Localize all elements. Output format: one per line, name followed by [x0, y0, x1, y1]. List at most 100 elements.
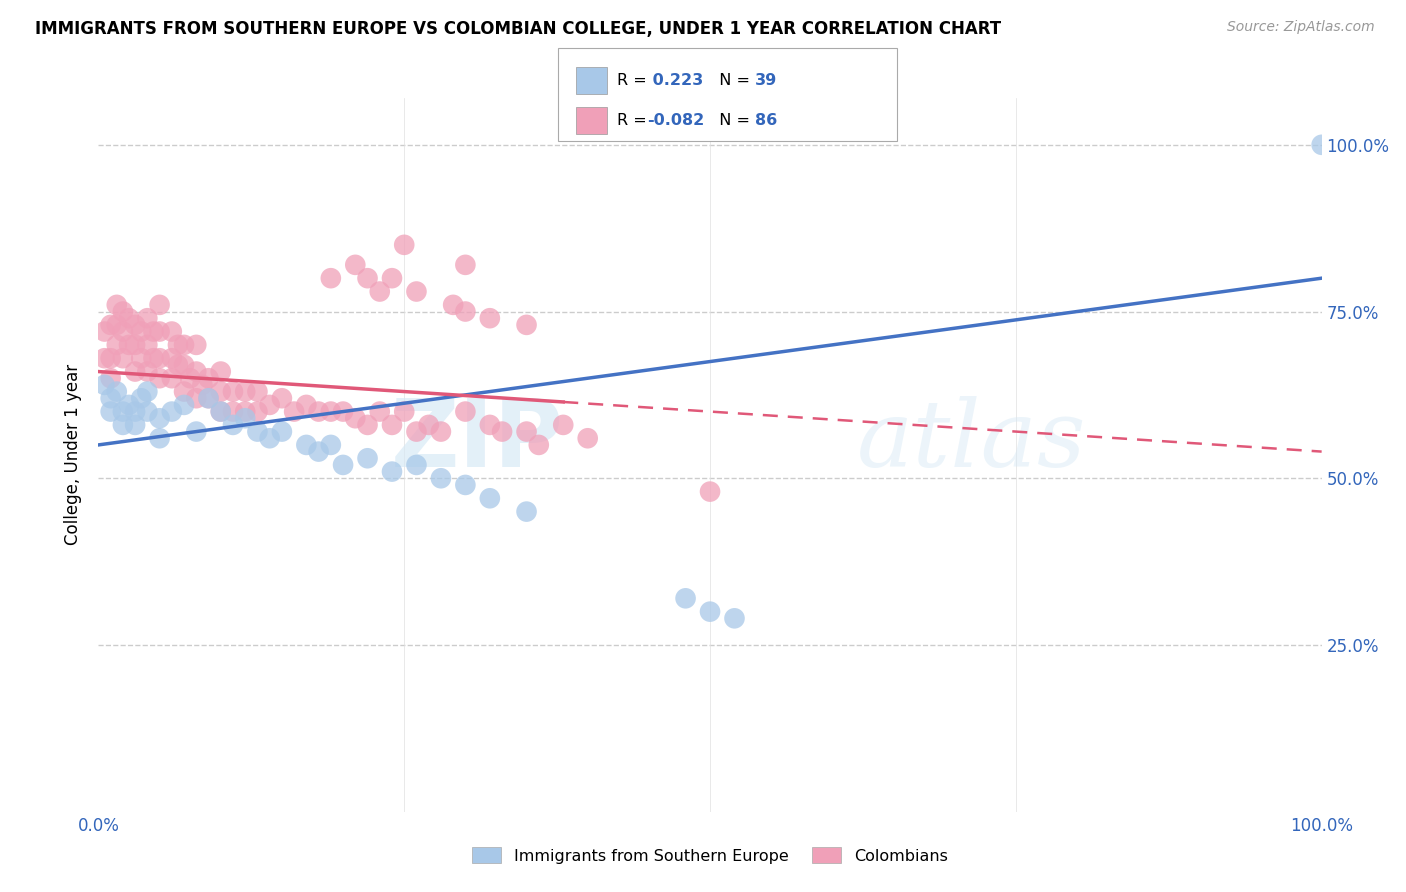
- Point: [392, 237, 416, 252]
- Point: [142, 325, 165, 339]
- Point: [246, 404, 269, 418]
- Point: [105, 338, 128, 352]
- Point: [167, 338, 190, 352]
- Point: [129, 351, 152, 366]
- Point: [124, 365, 146, 379]
- Point: [344, 411, 367, 425]
- Point: [173, 384, 195, 399]
- Point: [295, 398, 318, 412]
- Point: [454, 478, 477, 492]
- Point: [173, 358, 195, 372]
- Point: [246, 384, 269, 399]
- Point: [111, 351, 134, 366]
- Point: [173, 338, 195, 352]
- Point: [332, 404, 354, 418]
- Point: [356, 417, 378, 432]
- Point: [136, 311, 159, 326]
- Point: [405, 285, 427, 299]
- Point: [111, 304, 134, 318]
- Point: [441, 298, 464, 312]
- Point: [105, 318, 128, 332]
- Point: [173, 398, 195, 412]
- Point: [283, 404, 305, 418]
- Point: [1310, 137, 1333, 152]
- Text: 39: 39: [755, 73, 778, 87]
- Point: [149, 298, 172, 312]
- Point: [100, 371, 122, 385]
- Point: [515, 505, 537, 519]
- Point: [100, 351, 122, 366]
- Y-axis label: College, Under 1 year: College, Under 1 year: [65, 364, 83, 546]
- Point: [699, 484, 721, 499]
- Point: [454, 404, 477, 418]
- Point: [319, 438, 342, 452]
- Point: [129, 391, 152, 405]
- Text: -0.082: -0.082: [647, 113, 704, 128]
- Point: [111, 325, 134, 339]
- Point: [100, 391, 122, 405]
- Point: [105, 298, 128, 312]
- Point: [160, 371, 183, 385]
- Point: [246, 425, 269, 439]
- Point: [527, 438, 550, 452]
- Point: [430, 471, 453, 485]
- Point: [430, 425, 453, 439]
- Point: [186, 365, 208, 379]
- Point: [100, 404, 122, 418]
- Point: [149, 411, 172, 425]
- Point: [491, 425, 513, 439]
- Point: [142, 351, 165, 366]
- Point: [319, 404, 342, 418]
- Point: [179, 371, 201, 385]
- Point: [233, 384, 256, 399]
- Point: [149, 371, 172, 385]
- Point: [186, 391, 208, 405]
- Point: [259, 431, 281, 445]
- Point: [124, 417, 146, 432]
- Point: [186, 338, 208, 352]
- Point: [136, 365, 159, 379]
- Point: [699, 605, 721, 619]
- Text: N =: N =: [709, 73, 755, 87]
- Text: 86: 86: [755, 113, 778, 128]
- Point: [167, 358, 190, 372]
- Text: atlas: atlas: [856, 396, 1087, 485]
- Point: [160, 325, 183, 339]
- Point: [478, 491, 501, 506]
- Point: [259, 398, 281, 412]
- Point: [381, 271, 404, 285]
- Point: [186, 425, 208, 439]
- Point: [124, 404, 146, 418]
- Point: [356, 451, 378, 466]
- Point: [160, 404, 183, 418]
- Point: [576, 431, 599, 445]
- Point: [100, 318, 122, 332]
- Point: [368, 285, 391, 299]
- Point: [675, 591, 697, 606]
- Point: [136, 338, 159, 352]
- Point: [105, 384, 128, 399]
- Point: [118, 398, 141, 412]
- Text: R =: R =: [617, 73, 652, 87]
- Point: [392, 404, 416, 418]
- Point: [222, 417, 245, 432]
- Point: [233, 404, 256, 418]
- Text: N =: N =: [709, 113, 755, 128]
- Legend: Immigrants from Southern Europe, Colombians: Immigrants from Southern Europe, Colombi…: [464, 839, 956, 871]
- Point: [515, 425, 537, 439]
- Point: [478, 311, 501, 326]
- Point: [209, 384, 232, 399]
- Point: [93, 377, 115, 392]
- Point: [233, 411, 256, 425]
- Point: [111, 404, 134, 418]
- Point: [209, 365, 232, 379]
- Point: [319, 271, 342, 285]
- Point: [160, 351, 183, 366]
- Point: [381, 417, 404, 432]
- Point: [118, 338, 141, 352]
- Text: Source: ZipAtlas.com: Source: ZipAtlas.com: [1227, 20, 1375, 34]
- Point: [553, 417, 575, 432]
- Point: [149, 351, 172, 366]
- Point: [368, 404, 391, 418]
- Point: [723, 611, 745, 625]
